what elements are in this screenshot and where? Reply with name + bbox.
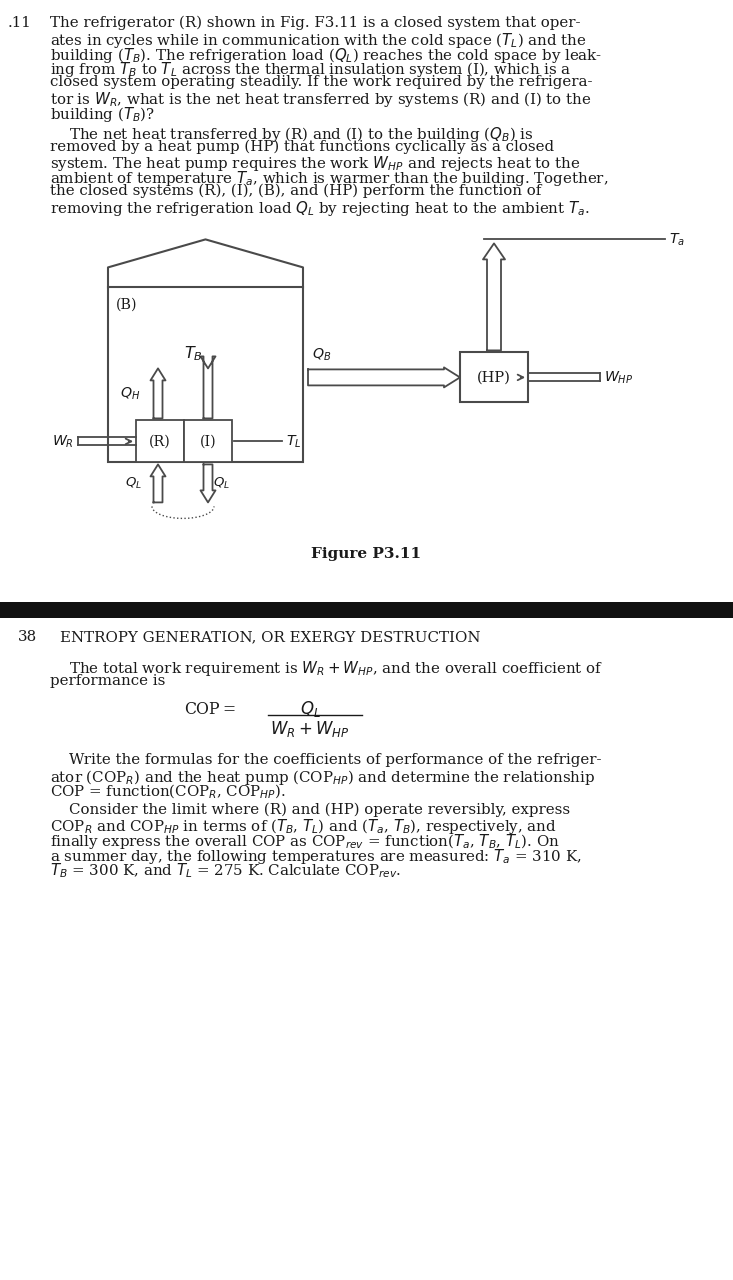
Text: $T_L$: $T_L$	[286, 433, 301, 449]
Text: $Q_L$: $Q_L$	[213, 476, 230, 492]
Bar	[108, 288, 303, 462]
Text: ates in cycles while in communication with the cold space ($T_L$) and the: ates in cycles while in communication wi…	[50, 31, 586, 50]
Text: Consider the limit where (R) and (HP) operate reversibly, express: Consider the limit where (R) and (HP) op…	[50, 803, 570, 817]
Text: Write the formulas for the coefficients of performance of the refriger-: Write the formulas for the coefficients …	[50, 753, 602, 767]
Text: (B): (B)	[116, 297, 138, 311]
Text: (R): (R)	[149, 434, 171, 448]
Text: tor is $W_R$, what is the net heat transferred by systems (R) and (I) to the: tor is $W_R$, what is the net heat trans…	[50, 90, 592, 109]
Text: $W_R + W_{HP}$: $W_R + W_{HP}$	[270, 719, 350, 739]
Bar	[184, 420, 232, 462]
Text: a summer day, the following temperatures are measured: $T_a$ = 310 K,: a summer day, the following temperatures…	[50, 846, 582, 865]
Text: $T_B$: $T_B$	[185, 344, 203, 364]
Text: building ($T_B$)?: building ($T_B$)?	[50, 105, 155, 124]
Text: $W_{HP}$: $W_{HP}$	[604, 369, 633, 385]
Text: $Q_B$: $Q_B$	[312, 347, 331, 364]
Text: $Q_L$: $Q_L$	[300, 699, 320, 719]
Text: ing from $T_B$ to $T_L$ across the thermal insulation system (I), which is a: ing from $T_B$ to $T_L$ across the therm…	[50, 60, 572, 79]
Text: The refrigerator (R) shown in Fig. F3.11 is a closed system that oper-: The refrigerator (R) shown in Fig. F3.11…	[50, 15, 581, 31]
Text: 38: 38	[18, 631, 37, 644]
Text: (I): (I)	[199, 434, 216, 448]
Text: COP = function(COP$_R$, COP$_{HP}$).: COP = function(COP$_R$, COP$_{HP}$).	[50, 782, 286, 801]
Text: building ($T_B$). The refrigeration load ($Q_L$) reaches the cold space by leak-: building ($T_B$). The refrigeration load…	[50, 46, 603, 64]
Text: closed system operating steadily. If the work required by the refrigera-: closed system operating steadily. If the…	[50, 76, 592, 90]
Text: $T_a$: $T_a$	[669, 232, 685, 247]
Bar	[136, 420, 184, 462]
Bar	[0, 603, 733, 618]
Text: COP: COP	[185, 701, 220, 718]
Text: ENTROPY GENERATION, OR EXERGY DESTRUCTION: ENTROPY GENERATION, OR EXERGY DESTRUCTIO…	[60, 631, 481, 644]
Text: COP$_R$ and COP$_{HP}$ in terms of ($T_B$, $T_L$) and ($T_a$, $T_B$), respective: COP$_R$ and COP$_{HP}$ in terms of ($T_B…	[50, 817, 556, 836]
Text: performance is: performance is	[50, 675, 166, 689]
Text: .11: .11	[8, 15, 32, 29]
Text: removing the refrigeration load $Q_L$ by rejecting heat to the ambient $T_a$.: removing the refrigeration load $Q_L$ by…	[50, 198, 590, 218]
Text: =: =	[222, 701, 235, 718]
Text: finally express the overall COP as COP$_{rev}$ = function($T_a$, $T_B$, $T_L$). : finally express the overall COP as COP$_…	[50, 832, 560, 851]
Text: (HP): (HP)	[477, 370, 511, 384]
Text: The total work requirement is $W_R + W_{HP}$, and the overall coefficient of: The total work requirement is $W_R + W_{…	[50, 659, 603, 678]
Text: system. The heat pump requires the work $W_{HP}$ and rejects heat to the: system. The heat pump requires the work …	[50, 154, 581, 173]
Text: removed by a heat pump (HP) that functions cyclically as a closed: removed by a heat pump (HP) that functio…	[50, 140, 554, 154]
Text: $W_R$: $W_R$	[52, 433, 74, 449]
Text: Figure P3.11: Figure P3.11	[311, 548, 421, 562]
Text: the closed systems (R), (I), (B), and (HP) perform the function of: the closed systems (R), (I), (B), and (H…	[50, 184, 542, 198]
Text: ambient of temperature $T_a$, which is warmer than the building. Together,: ambient of temperature $T_a$, which is w…	[50, 169, 608, 188]
Text: ator (COP$_R$) and the heat pump (COP$_{HP}$) and determine the relationship: ator (COP$_R$) and the heat pump (COP$_{…	[50, 768, 595, 787]
Text: The net heat transferred by (R) and (I) to the building ($Q_B$) is: The net heat transferred by (R) and (I) …	[50, 124, 534, 143]
Text: $Q_H$: $Q_H$	[119, 385, 140, 402]
Text: $T_B$ = 300 K, and $T_L$ = 275 K. Calculate COP$_{rev}$.: $T_B$ = 300 K, and $T_L$ = 275 K. Calcul…	[50, 861, 401, 881]
Bar	[460, 352, 528, 402]
Text: $Q_L$: $Q_L$	[125, 476, 142, 492]
